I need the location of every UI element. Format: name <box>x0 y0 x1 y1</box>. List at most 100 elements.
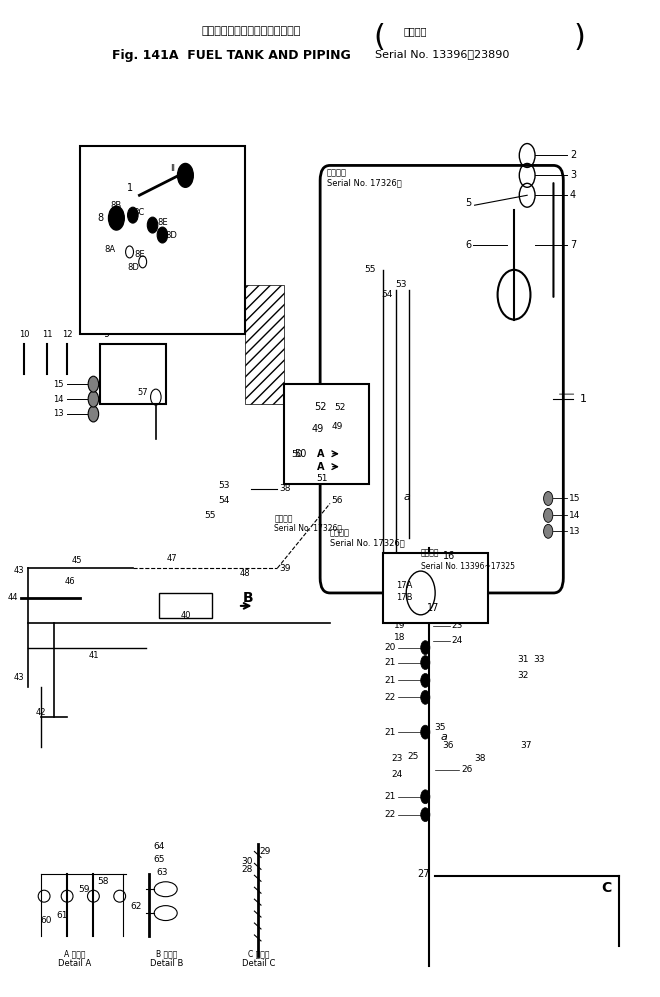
Text: a: a <box>440 732 447 742</box>
Text: 38: 38 <box>279 485 290 494</box>
Text: 54: 54 <box>218 496 230 505</box>
Text: 34: 34 <box>420 728 431 737</box>
Text: 49: 49 <box>331 423 343 432</box>
Text: 38: 38 <box>475 755 486 764</box>
Bar <box>245 285 284 404</box>
Text: Detail C: Detail C <box>242 959 276 968</box>
Text: 27: 27 <box>417 869 430 879</box>
Text: Serial No. 13396～23890: Serial No. 13396～23890 <box>374 49 509 59</box>
Text: 14: 14 <box>568 510 580 519</box>
Text: 43: 43 <box>14 673 24 682</box>
Text: 57: 57 <box>137 388 148 397</box>
Text: 45: 45 <box>72 555 82 564</box>
Circle shape <box>420 808 430 822</box>
Bar <box>284 384 370 484</box>
Circle shape <box>178 164 193 187</box>
Text: 50: 50 <box>294 449 306 459</box>
Text: 3: 3 <box>570 170 576 180</box>
Text: 8D: 8D <box>165 230 177 239</box>
Text: 16: 16 <box>443 551 455 561</box>
Text: 54: 54 <box>381 290 393 299</box>
Text: C: C <box>601 881 611 895</box>
Text: 32: 32 <box>517 671 529 680</box>
Text: 51: 51 <box>317 475 328 484</box>
Circle shape <box>420 656 430 670</box>
Text: 22: 22 <box>385 693 396 702</box>
Text: 50: 50 <box>291 451 302 460</box>
Text: 7: 7 <box>570 240 576 250</box>
Circle shape <box>88 376 98 392</box>
Text: 5: 5 <box>465 198 471 208</box>
Text: フェエルタンクおよびパイピング: フェエルタンクおよびパイピング <box>201 26 301 36</box>
Text: 31: 31 <box>517 655 529 664</box>
Circle shape <box>420 725 430 739</box>
Text: 8C: 8C <box>134 207 145 216</box>
Bar <box>81 146 245 334</box>
Text: 55: 55 <box>204 510 216 519</box>
Text: 8D: 8D <box>127 263 139 272</box>
Text: B: B <box>242 591 253 605</box>
Text: 26: 26 <box>461 766 473 775</box>
Text: 55: 55 <box>364 265 376 274</box>
Circle shape <box>88 391 98 407</box>
Text: 25: 25 <box>407 753 418 762</box>
Text: 8B: 8B <box>111 200 122 209</box>
Text: 41: 41 <box>88 651 98 660</box>
Text: 12: 12 <box>62 330 73 339</box>
Text: 59: 59 <box>78 884 89 893</box>
Text: Serial No. 13396~17325: Serial No. 13396~17325 <box>420 561 515 570</box>
Text: 48: 48 <box>239 568 250 577</box>
Text: 44: 44 <box>7 593 18 602</box>
Text: (: ( <box>374 23 385 52</box>
Text: 42: 42 <box>36 708 46 717</box>
Circle shape <box>88 406 98 422</box>
Text: 52: 52 <box>314 402 327 412</box>
Text: 64: 64 <box>153 842 165 851</box>
FancyBboxPatch shape <box>320 166 564 593</box>
Text: 適用号機: 適用号機 <box>420 548 439 557</box>
Text: 6: 6 <box>465 240 471 250</box>
Text: 24: 24 <box>391 771 403 780</box>
Text: II: II <box>170 164 175 172</box>
Text: 14: 14 <box>53 395 64 404</box>
Text: 39: 39 <box>279 563 290 572</box>
Text: 65: 65 <box>153 854 165 864</box>
Text: 13: 13 <box>568 526 580 535</box>
Text: 21: 21 <box>384 728 396 737</box>
Text: 43: 43 <box>14 565 24 574</box>
Text: 19: 19 <box>394 621 406 630</box>
Text: 18: 18 <box>394 633 406 642</box>
Text: 62: 62 <box>130 901 141 910</box>
Text: a: a <box>404 492 411 501</box>
Circle shape <box>108 206 124 230</box>
Text: 30: 30 <box>241 856 252 865</box>
Text: 23: 23 <box>451 621 463 630</box>
Circle shape <box>420 790 430 804</box>
Bar <box>159 593 212 618</box>
Circle shape <box>420 641 430 655</box>
Text: 63: 63 <box>156 867 168 876</box>
Circle shape <box>420 690 430 704</box>
Text: 52: 52 <box>334 403 345 412</box>
Text: Detail A: Detail A <box>58 959 92 968</box>
Text: 37: 37 <box>521 741 532 750</box>
Text: 8E: 8E <box>134 250 145 259</box>
Text: Fig. 141A  FUEL TANK AND PIPING: Fig. 141A FUEL TANK AND PIPING <box>112 49 351 62</box>
Circle shape <box>544 524 553 538</box>
Text: A 詳細図: A 詳細図 <box>64 949 86 958</box>
Text: Detail B: Detail B <box>150 959 183 968</box>
Text: 10: 10 <box>19 330 30 339</box>
Text: 46: 46 <box>65 576 76 585</box>
Text: 1: 1 <box>579 394 587 404</box>
Text: 60: 60 <box>40 916 52 925</box>
Circle shape <box>544 492 553 505</box>
Text: C 詳細図: C 詳細図 <box>248 949 270 958</box>
Circle shape <box>544 508 553 522</box>
Text: 21: 21 <box>384 793 396 802</box>
Text: 58: 58 <box>98 876 109 885</box>
Text: 49: 49 <box>311 424 323 434</box>
Text: 17: 17 <box>427 603 440 613</box>
Text: 22: 22 <box>385 811 396 820</box>
Text: 23: 23 <box>391 755 403 764</box>
Text: 1: 1 <box>127 183 133 193</box>
